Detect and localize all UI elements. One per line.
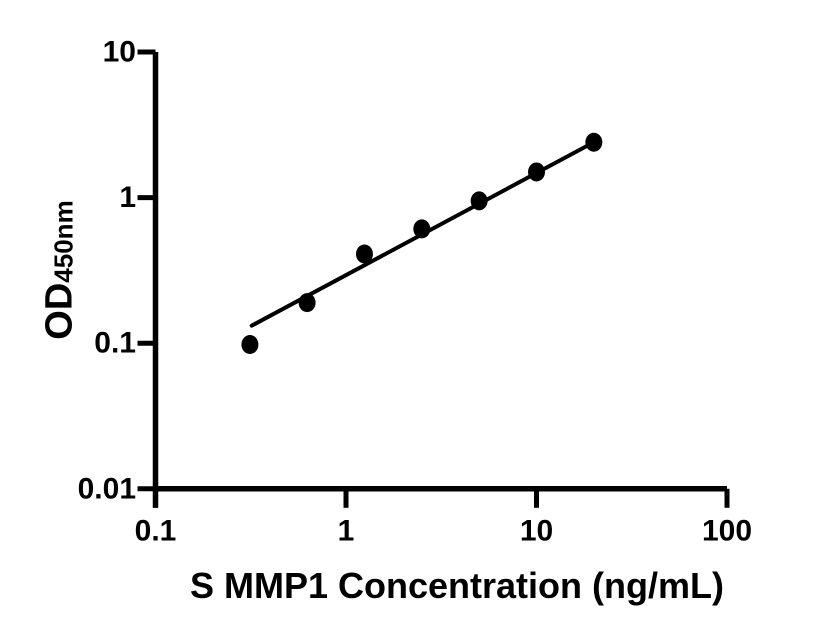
y-tick-label: 10 [103,36,136,69]
x-tick-label: 10 [520,515,553,548]
data-point [585,132,603,152]
y-axis-title: OD450nm [39,200,82,339]
data-point [413,219,431,239]
data-point [470,191,488,211]
y-axis-title-main: OD [38,282,81,340]
x-tick-label: 100 [702,515,752,548]
x-tick-label: 1 [338,515,355,548]
x-tick-label: 0.1 [135,515,177,548]
data-point [528,162,545,182]
data-point [355,244,373,264]
y-tick-label: 0.01 [78,472,136,505]
x-axis-title: S MMP1 Concentration (ng/mL) [190,565,724,606]
y-axis-title-subscript: 450nm [48,200,79,283]
y-tick-label: 0.1 [94,327,136,360]
data-point [241,334,259,354]
y-tick-label: 1 [119,181,136,214]
data-point [298,293,316,313]
